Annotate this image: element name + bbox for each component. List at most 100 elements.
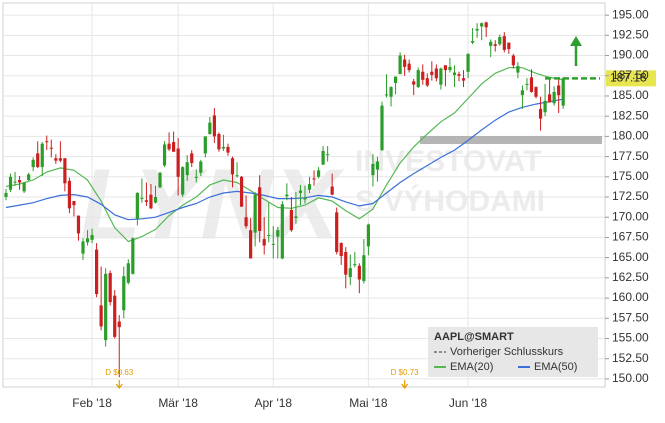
candle-body [181, 167, 185, 195]
candle-body [249, 230, 253, 259]
candle-body [538, 108, 543, 119]
candle-body [525, 83, 529, 85]
candle-body [326, 154, 330, 156]
legend-label[interactable]: Vorheriger Schlusskurs [450, 346, 564, 358]
y-tick-label: 177.50 [612, 149, 649, 163]
candle-body [276, 230, 280, 237]
candle-body [412, 81, 416, 85]
candle-body [8, 176, 13, 190]
candle-body [40, 143, 44, 168]
candle-body [235, 175, 239, 177]
candle-body [470, 40, 475, 43]
candle-body [95, 249, 99, 295]
candle-body [421, 71, 425, 80]
candle-body [4, 192, 8, 198]
candle-body [452, 72, 457, 75]
candle-body [434, 68, 438, 79]
watermark-text: INVESTOVAT [355, 145, 542, 178]
candle-body [375, 161, 380, 170]
candle-body [335, 212, 339, 252]
candle-body [362, 255, 366, 282]
y-tick-label: 155.00 [612, 331, 649, 345]
candle-body [108, 273, 112, 303]
candle-body [466, 53, 470, 72]
candle-body [480, 23, 484, 27]
y-tick-label: 150.00 [612, 371, 649, 385]
candle-body [543, 100, 547, 113]
candle-body [244, 217, 248, 227]
y-tick-label: 170.00 [612, 209, 649, 223]
x-tick-label: Mär '18 [158, 396, 198, 410]
candle-body [267, 235, 271, 237]
candle-body [475, 28, 479, 31]
reference-label-box [606, 70, 656, 87]
candle-body [162, 144, 167, 166]
candle-body [443, 65, 448, 71]
dividend-marker [115, 380, 123, 389]
candle-body [63, 158, 67, 184]
y-tick-label: 157.50 [612, 310, 649, 324]
candle-body [529, 77, 534, 92]
legend-label[interactable]: EMA(50) [534, 361, 577, 373]
candle-body [403, 59, 407, 67]
candle-body [430, 71, 434, 75]
ema-line [5, 67, 564, 243]
candle-body [17, 180, 22, 183]
candle-body [520, 90, 525, 96]
candle-body [194, 176, 198, 178]
candle-body [158, 172, 162, 188]
candle-body [85, 238, 90, 243]
candle-body [366, 224, 370, 247]
y-tick-label: 175.00 [612, 169, 649, 183]
candle-body [185, 162, 189, 176]
y-tick-label: 185.00 [612, 88, 649, 102]
candle-body [289, 209, 293, 231]
candle-body [54, 158, 58, 161]
candle-body [153, 197, 158, 203]
candle-body [67, 180, 72, 209]
candle-body [489, 41, 493, 46]
candle-body [330, 186, 334, 195]
candle-body [167, 143, 171, 150]
candle-body [348, 268, 352, 278]
candle-body [280, 204, 284, 259]
grid [3, 3, 605, 387]
candle-body [208, 122, 212, 134]
candle-body [58, 158, 62, 161]
candle-body [380, 105, 384, 151]
candle-body [271, 243, 275, 245]
support-zone [420, 136, 602, 144]
candle-body [312, 178, 316, 180]
candle-body [316, 170, 321, 177]
candle-body [49, 147, 53, 149]
y-tick-label: 172.50 [612, 189, 649, 203]
candle-body [230, 158, 235, 175]
x-tick-label: Apr '18 [254, 396, 292, 410]
indicators [5, 67, 564, 243]
candle-body [303, 197, 307, 200]
candle-body [502, 36, 506, 50]
candle-body [144, 200, 149, 202]
legend-label[interactable]: EMA(20) [450, 361, 493, 373]
candle-body [371, 163, 375, 176]
candle-body [416, 70, 420, 88]
candle-body [307, 184, 312, 190]
axes: 150.00 152.50 155.00 157.50 160.00 162.50 165.… [72, 7, 649, 410]
candle-body [321, 150, 325, 165]
arrow-head [570, 36, 582, 46]
candle-body [27, 174, 31, 181]
candle-body [298, 190, 303, 193]
x-tick-label: Feb '18 [72, 396, 112, 410]
candle-body [239, 176, 244, 207]
y-tick-label: 187.50 [612, 68, 649, 82]
candle-body [126, 263, 130, 283]
candle-body [253, 194, 257, 233]
y-tick-label: 165.00 [612, 250, 649, 264]
candles [4, 21, 565, 378]
candle-body [190, 153, 194, 164]
reference: 187.18 [545, 70, 656, 87]
candle-body [31, 159, 35, 168]
candle-body [548, 94, 552, 103]
